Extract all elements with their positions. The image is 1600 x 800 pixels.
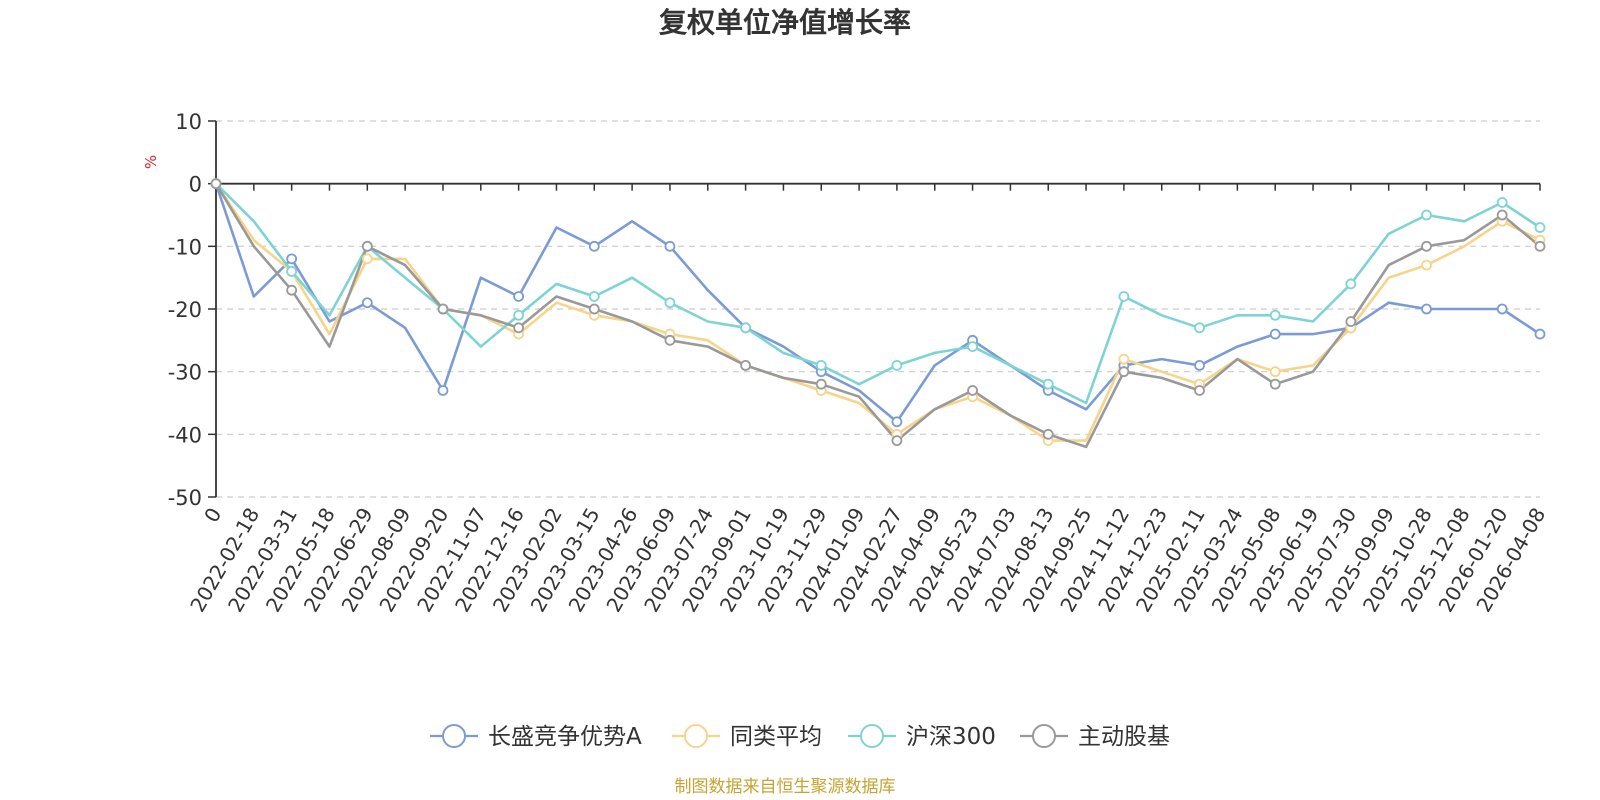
data-point bbox=[1421, 303, 1432, 315]
data-point bbox=[740, 359, 751, 371]
data-point bbox=[891, 416, 903, 428]
data-point bbox=[513, 291, 525, 302]
data-point bbox=[1421, 240, 1432, 252]
series-line-2 bbox=[214, 182, 1542, 405]
series-line-3 bbox=[214, 182, 1542, 449]
data-point bbox=[1118, 353, 1130, 365]
data-point bbox=[815, 359, 827, 371]
axes: 100-10-20-30-40-5002022-02-182022-03-312… bbox=[168, 110, 1551, 616]
data-point bbox=[286, 265, 298, 277]
data-point bbox=[286, 253, 298, 265]
data-point bbox=[967, 341, 978, 353]
y-tick-label: -10 bbox=[168, 235, 202, 259]
data-point bbox=[664, 240, 676, 252]
data-point bbox=[1534, 240, 1546, 252]
data-point bbox=[664, 297, 676, 309]
data-point bbox=[1194, 322, 1205, 334]
data-point bbox=[1496, 209, 1508, 221]
y-tick-label: -30 bbox=[168, 361, 202, 385]
data-point bbox=[1345, 278, 1357, 290]
data-point bbox=[437, 385, 449, 396]
data-point bbox=[361, 253, 373, 265]
legend-item-1[interactable]: 同类平均 bbox=[672, 724, 822, 750]
x-tick-label: 0 bbox=[199, 504, 226, 527]
y-tick-label: -20 bbox=[168, 298, 202, 322]
data-point bbox=[1496, 303, 1508, 315]
legend-marker-icon bbox=[860, 724, 884, 748]
data-point bbox=[1269, 366, 1281, 378]
data-point bbox=[1042, 428, 1054, 440]
data-source-note: 制图数据来自恒生聚源数据库 bbox=[675, 777, 896, 797]
legend-label: 主动股基 bbox=[1078, 724, 1170, 750]
data-point bbox=[513, 309, 525, 321]
data-point bbox=[1534, 328, 1546, 340]
legend-marker-icon bbox=[1032, 724, 1056, 748]
data-point bbox=[740, 322, 751, 334]
data-point bbox=[588, 303, 600, 315]
data-point bbox=[588, 291, 600, 302]
grid-lines bbox=[216, 120, 1540, 498]
data-point bbox=[891, 435, 903, 447]
legend-label: 同类平均 bbox=[730, 724, 822, 750]
data-point bbox=[437, 303, 449, 315]
data-point bbox=[1042, 378, 1054, 390]
data-point bbox=[967, 385, 978, 396]
series-line-1 bbox=[214, 182, 1542, 442]
data-point bbox=[361, 297, 373, 309]
data-point bbox=[1421, 259, 1432, 271]
y-tick-label: 0 bbox=[189, 173, 202, 197]
data-point bbox=[1194, 359, 1205, 371]
data-point bbox=[210, 178, 222, 190]
data-point bbox=[1534, 222, 1546, 233]
legend-label: 沪深300 bbox=[906, 724, 996, 750]
data-point bbox=[815, 378, 827, 390]
data-point bbox=[361, 240, 373, 252]
chart-title: 复权单位净值增长率 bbox=[659, 6, 911, 39]
data-point bbox=[1421, 209, 1432, 221]
y-tick-label: -40 bbox=[168, 423, 202, 447]
data-point bbox=[664, 334, 676, 346]
data-point bbox=[1118, 366, 1130, 378]
series-lines bbox=[214, 182, 1542, 449]
legend-item-3[interactable]: 主动股基 bbox=[1020, 724, 1170, 750]
data-point bbox=[286, 284, 298, 296]
data-point bbox=[1496, 197, 1508, 208]
legend-label: 长盛竞争优势A bbox=[488, 724, 642, 750]
data-point bbox=[513, 322, 525, 334]
legend-marker-icon bbox=[442, 724, 466, 748]
data-point bbox=[891, 359, 903, 371]
series-line-0 bbox=[214, 182, 1542, 424]
data-point bbox=[1269, 328, 1281, 340]
data-point bbox=[1194, 385, 1205, 396]
y-tick-label: -50 bbox=[168, 486, 202, 510]
legend-item-0[interactable]: 长盛竞争优势A bbox=[430, 724, 642, 750]
data-point bbox=[588, 240, 600, 252]
legend-marker-icon bbox=[684, 724, 708, 748]
data-point bbox=[1118, 291, 1130, 302]
legend: 长盛竞争优势A 同类平均 沪深300 主动股基 bbox=[430, 724, 1170, 750]
legend-item-2[interactable]: 沪深300 bbox=[848, 724, 996, 750]
y-tick-label: 10 bbox=[175, 110, 202, 134]
data-point bbox=[1269, 378, 1281, 390]
y-axis-unit: % bbox=[142, 155, 160, 169]
data-point bbox=[1345, 316, 1357, 327]
data-point bbox=[1269, 309, 1281, 321]
series-markers bbox=[210, 178, 1546, 447]
